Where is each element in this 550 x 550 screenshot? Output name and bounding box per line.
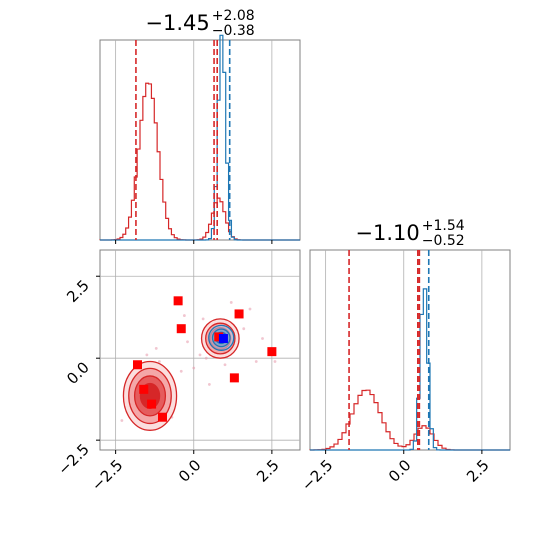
scatter-point — [198, 353, 202, 357]
red-square-marker — [158, 412, 167, 422]
scatter-point — [182, 314, 186, 317]
x-tick-label: 0.0 — [175, 456, 205, 486]
red-square-marker — [133, 360, 142, 370]
scatter-point — [201, 317, 205, 321]
scatter-point — [157, 360, 161, 363]
scatter-point — [179, 369, 183, 373]
x-tick-label: −2.5 — [298, 456, 336, 494]
hist-blue-param1 — [100, 34, 300, 241]
title-param2: −1.10 +1.54−0.52 — [355, 218, 464, 249]
y-tick-label: −2.5 — [54, 440, 92, 478]
title-value: −1.10 — [355, 221, 419, 245]
red-square-marker — [234, 309, 244, 319]
scatter-point — [229, 301, 233, 304]
scatter-point — [273, 360, 277, 363]
hist-panel-param2 — [309, 249, 511, 451]
scatter-point — [223, 363, 227, 367]
scatter-point — [120, 419, 124, 422]
red-square-marker — [267, 347, 277, 357]
scatter-point — [192, 366, 196, 370]
x-tick-label: 2.5 — [253, 456, 283, 486]
red-square-marker — [176, 324, 186, 334]
scatter-point — [207, 383, 211, 386]
hist-red-param2 — [309, 389, 510, 451]
title-plus: +2.08 — [212, 8, 255, 24]
title-minus: −0.38 — [212, 23, 255, 39]
joint-panel — [99, 249, 301, 451]
hist-blue-param2 — [310, 288, 510, 451]
scatter-point — [186, 340, 189, 344]
x-tick-label: 2.5 — [463, 456, 493, 486]
x-tick-label: −2.5 — [88, 456, 126, 494]
y-tick-label: 0.0 — [63, 358, 93, 388]
blue-square-marker — [218, 334, 228, 344]
scatter-point — [254, 360, 258, 363]
red-square-marker — [214, 332, 224, 342]
title-param1: −1.45 +2.08−0.38 — [145, 8, 254, 39]
red-square-marker — [139, 384, 149, 394]
x-tick-label: 0.0 — [385, 456, 415, 486]
hist-panel-param1 — [99, 39, 301, 241]
scatter-point — [145, 353, 149, 357]
title-minus: −0.52 — [422, 233, 465, 249]
scatter-point — [154, 346, 158, 350]
scatter-point — [242, 327, 246, 331]
hist-red-param1 — [99, 82, 300, 241]
y-tick-label: 2.5 — [63, 276, 93, 306]
red-square-marker — [173, 296, 183, 306]
scatter-point — [204, 356, 208, 360]
title-plus: +1.54 — [422, 218, 465, 234]
title-value: −1.45 — [145, 11, 209, 35]
scatter-point — [261, 337, 264, 340]
scatter-point — [248, 307, 252, 311]
red-square-marker — [229, 373, 239, 383]
red-square-marker — [147, 399, 157, 409]
